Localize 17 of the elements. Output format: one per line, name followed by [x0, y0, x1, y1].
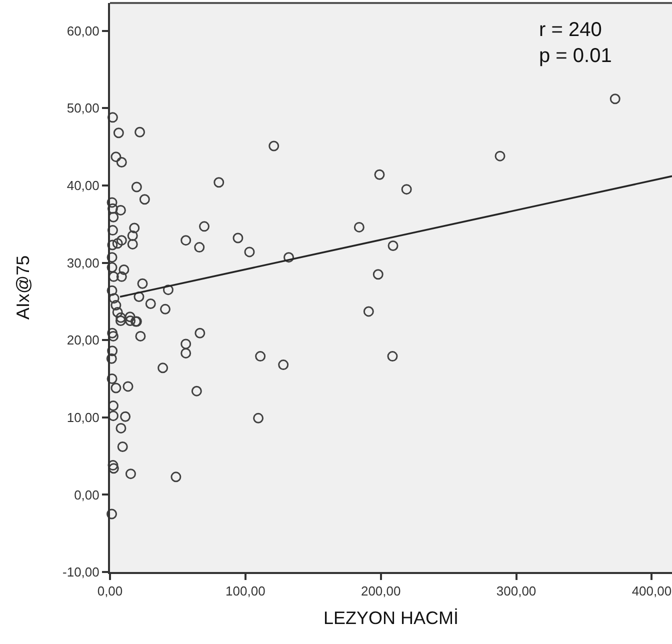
y-tick-label: 30,00: [66, 255, 100, 270]
y-tick-label: -10,00: [62, 564, 100, 580]
y-axis-title: AIx@75: [13, 255, 34, 320]
annotation: p = 0.01: [539, 45, 612, 67]
y-tick-label: 50,00: [66, 100, 100, 116]
y-tick-label: 60,00: [66, 23, 100, 38]
x-tick-label: 400,00: [632, 584, 672, 599]
y-tick-label: 40,00: [66, 178, 100, 193]
y-tick-label: 20,00: [66, 332, 100, 348]
y-tick-label: 10,00: [66, 410, 100, 425]
x-tick-label: 0,00: [97, 584, 123, 599]
x-tick-label: 200,00: [360, 584, 401, 599]
y-tick-label: 0,00: [74, 487, 100, 502]
x-tick-label: 100,00: [226, 584, 266, 599]
x-tick-label: 300,00: [496, 584, 536, 599]
x-axis-title: LEZYON HACMİ: [323, 608, 459, 628]
annotation: r = 240: [539, 19, 602, 41]
